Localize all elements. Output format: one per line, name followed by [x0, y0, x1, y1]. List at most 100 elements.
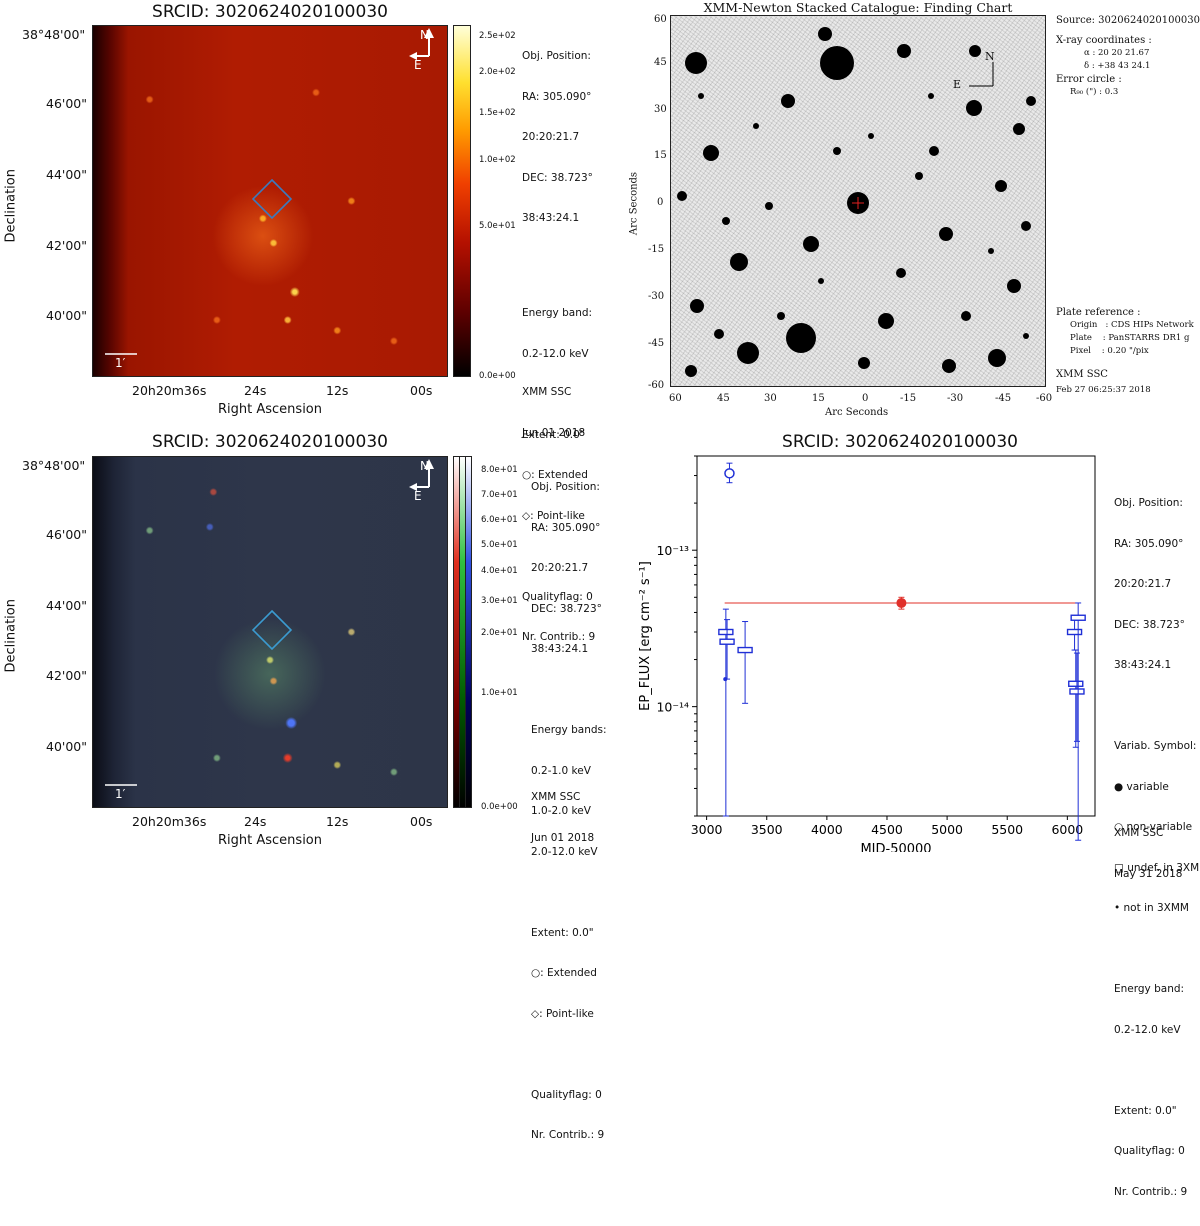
scale-bar-label: 1′ [115, 356, 126, 370]
y-tick: 38°48'00" [22, 27, 86, 42]
footer-block: XMM SSC May 31 2018 [1114, 800, 1182, 908]
y-tick: 45 [654, 57, 667, 68]
y-tick: 42'00" [46, 238, 87, 253]
info-line: Nr. Contrib.: 9 [531, 1129, 605, 1141]
compass-north-label: N [420, 28, 429, 42]
info-line: Extent: 0.0" [531, 926, 594, 939]
info-line: RA: 305.090° [1114, 537, 1184, 550]
compass-east-label: E [414, 489, 422, 503]
colorbar [453, 25, 471, 377]
colorbar-tick: 4.0e+01 [481, 566, 518, 576]
data-point-undefined [719, 638, 735, 645]
info-line: Variab. Symbol: [1114, 740, 1197, 752]
footer-line: XMM SSC [531, 791, 581, 803]
source-marker-diamond [105, 459, 434, 786]
info-line: Energy band: [522, 307, 593, 319]
y-tick: 42'00" [46, 668, 87, 683]
info-line: 0.2-1.0 keV [531, 764, 591, 777]
info-line: Obj. Position: [522, 50, 591, 62]
x-axis-label: MJD-50000 [860, 842, 931, 852]
y-tick: -45 [648, 338, 665, 349]
info-line: ○ non-variable [1114, 821, 1193, 833]
optical-sky-image: N E [670, 15, 1046, 387]
compass-east-label: E [953, 78, 962, 91]
info-line: Energy bands: [531, 724, 607, 736]
y-tick: -15 [648, 244, 665, 255]
x-axis-label: Right Ascension [218, 402, 322, 417]
info-line: 38:43:24.1 [531, 643, 589, 655]
data-point-undefined [1066, 628, 1083, 636]
colorbar-tick: 0.0e+00 [479, 371, 516, 381]
info-line [522, 253, 595, 267]
info-line: DEC: 38.723° [531, 602, 602, 615]
xray-header: X-ray coordinates : [1056, 35, 1152, 46]
y-tick-label: 10⁻¹³ [656, 543, 689, 558]
footer-block: XMM SSC Jun 01 2018 [531, 764, 594, 872]
info-line: DEC: 38.723° [522, 171, 593, 184]
panel-light-curve: SRCID: 3020624020100030 3000 3500 4000 4500… [600, 426, 1200, 1198]
rgb-sky-image: N E 1′ [92, 456, 448, 808]
plate-plate: Plate : PanSTARRS DR1 g [1070, 333, 1190, 343]
plot-frame [696, 455, 1096, 817]
alpha-line: α : 20 20 21.67 [1084, 48, 1150, 58]
x-tick: -45 [995, 393, 1012, 404]
panel-title: XMM-Newton Stacked Catalogue: Finding Ch… [703, 0, 1013, 15]
colorbar-tick: 8.0e+01 [481, 465, 518, 475]
x-tick: 12s [326, 814, 349, 829]
colorbar-tick: 5.0e+01 [479, 221, 516, 231]
error-header: Error circle : [1056, 74, 1122, 85]
info-line: Nr. Contrib.: 9 [1114, 1185, 1188, 1198]
y-tick: -30 [648, 291, 665, 302]
data-point-variable [896, 597, 907, 608]
x-tick-label: 3000 [691, 822, 723, 837]
data-point-undefined [1070, 614, 1086, 621]
data-point-not-in-3xmm [723, 677, 728, 682]
plate-pixel: Pixel : 0.20 "/pix [1070, 346, 1149, 356]
info-line: 38:43:24.1 [1114, 659, 1172, 671]
x-tick: 0 [862, 393, 869, 404]
colorbar-tick: 6.0e+01 [481, 515, 518, 525]
y-tick: 40'00" [46, 308, 87, 323]
y-axis-label: Declination [3, 599, 19, 673]
colorbar-tick: 1.5e+02 [479, 108, 516, 118]
footer-line: Jun 01 2018 [531, 831, 595, 844]
colorbar-tick: 2.0e+02 [479, 67, 516, 77]
data-point-undefined [737, 646, 753, 654]
colorbar-tick: 2.0e+01 [481, 628, 518, 638]
x-tick: 60 [669, 393, 682, 404]
x-axis-label: Arc Seconds [825, 407, 889, 418]
x-tick: -60 [1036, 393, 1053, 404]
colorbar-tick: 1.0e+02 [479, 155, 516, 165]
info-line: 0.2-12.0 keV [1114, 1023, 1181, 1036]
info-line: RA: 305.090° [522, 90, 592, 103]
plate-info: Plate reference : Origin : CDS HIPs Netw… [1056, 306, 1194, 358]
x-tick: 20h20m36s [132, 383, 207, 398]
compass-north-label: N [420, 459, 429, 473]
info-line: Energy band: [1114, 983, 1185, 995]
y-tick: 40'00" [46, 739, 87, 754]
info-line [531, 684, 607, 698]
info-line: 1.0-2.0 keV [531, 805, 591, 817]
y-tick: 15 [654, 150, 667, 161]
x-tick: 30 [764, 393, 777, 404]
footer-line: Feb 27 06:25:37 2018 [1056, 385, 1151, 395]
scale-bar-label: 1′ [115, 787, 126, 801]
source-marker-diamond [105, 28, 434, 355]
y-tick: -60 [648, 380, 665, 391]
footer-line: XMM SSC [522, 386, 572, 398]
x-tick: 00s [410, 383, 433, 398]
colorbar-tick: 5.0e+01 [481, 540, 518, 550]
info-line: Extent: 0.0" [522, 428, 585, 441]
x-tick-label: 4500 [871, 822, 903, 837]
info-line: Qualityflag: 0 [522, 590, 593, 603]
source-info: Source: 3020624020100030 X-ray coordinat… [1056, 14, 1200, 99]
panel-rgb-image: SRCID: 3020624020100030 Declination 38°4… [0, 426, 607, 1141]
info-line: ◇: Point-like [531, 1007, 594, 1020]
info-line [531, 1048, 607, 1062]
info-line [1114, 943, 1200, 957]
x-tick: 20h20m36s [132, 814, 207, 829]
colorbar-tick: 2.5e+02 [479, 31, 516, 41]
x-tick: 12s [326, 383, 349, 398]
x-tick-label: 4000 [811, 822, 843, 837]
panel-finding-chart: XMM-Newton Stacked Catalogue: Finding Ch… [600, 0, 1200, 426]
